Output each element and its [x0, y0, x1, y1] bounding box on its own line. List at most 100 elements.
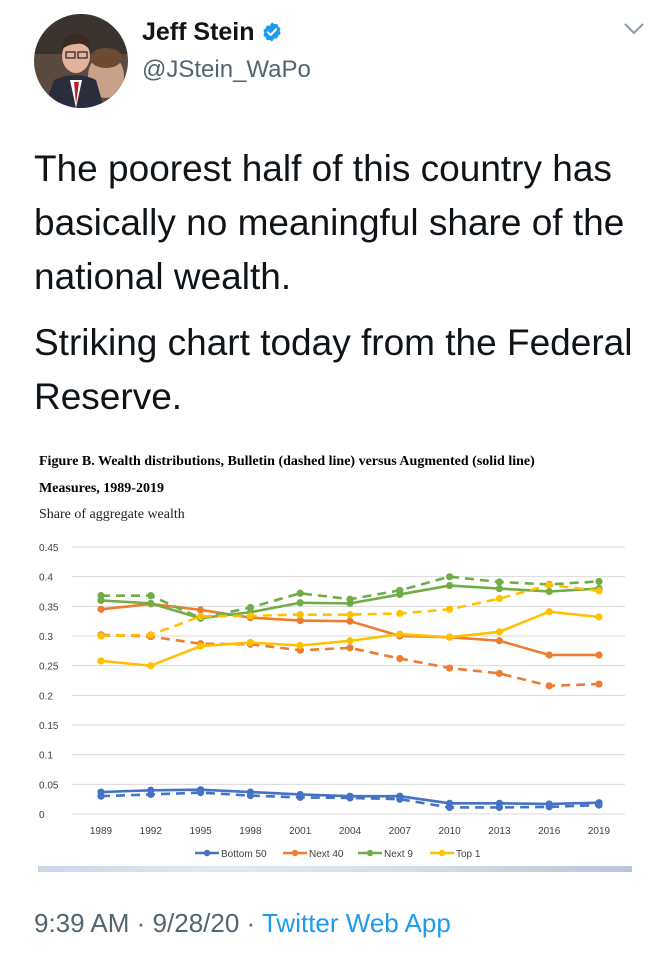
legend-swatch-marker-bottom-50 [203, 849, 211, 857]
next-40-augmented-point [346, 617, 354, 625]
next-40-bulletin-point [495, 669, 503, 677]
bottom-50-augmented-point [147, 786, 155, 794]
y-tick-label: 0.2 [39, 691, 53, 702]
legend-swatch-marker-next-9 [366, 849, 374, 857]
next-9-bulletin-point [296, 589, 304, 597]
x-tick-label: 2016 [538, 826, 561, 837]
legend-swatch-marker-next-40 [291, 849, 299, 857]
profile-photo [34, 14, 128, 108]
x-tick-label: 2004 [339, 826, 362, 837]
next-40-augmented-point [595, 651, 603, 659]
y-tick-label: 0.1 [39, 751, 53, 762]
top-1-bulletin-point [147, 631, 155, 639]
top-1-augmented-point [147, 662, 155, 670]
legend-swatch-marker-top-1 [438, 849, 446, 857]
x-tick-label: 2013 [488, 826, 511, 837]
tweet-source[interactable]: Twitter Web App [261, 908, 451, 938]
next-9-bulletin-point [595, 577, 603, 586]
next-40-bulletin-point [545, 682, 553, 690]
next-9-augmented-point [545, 587, 553, 596]
x-tick-label: 1992 [140, 826, 163, 837]
display-name[interactable]: Jeff Stein [142, 18, 283, 50]
x-tick-label: 2007 [389, 826, 412, 837]
next-40-augmented-point [97, 605, 105, 613]
y-tick-label: 0.45 [39, 543, 59, 554]
next-40-augmented-point [296, 616, 304, 625]
top-1-bulletin-line [100, 583, 600, 638]
image-bottom-edge [38, 866, 632, 872]
legend-label-next-9: Next 9 [384, 849, 413, 860]
next-40-augmented-point [495, 637, 503, 645]
wealth-distribution-chart[interactable]: 0 0.05 0.1 0.15 0.2 0.25 0.3 0.35 0.4 0.45 1989 199… [0, 530, 667, 870]
x-tick-label: 1995 [189, 826, 212, 837]
bottom-50-augmented-point [296, 790, 304, 799]
x-tick-label: 2001 [289, 826, 312, 837]
top-1-augmented-point [495, 628, 503, 636]
next-9-augmented-point [446, 581, 454, 590]
next-40-bulletin-line [100, 633, 600, 688]
y-tick-label: 0.25 [39, 662, 59, 673]
top-1-bulletin-point [446, 605, 454, 613]
next-9-augmented-point [396, 590, 404, 599]
top-1-bulletin-point [246, 612, 254, 620]
bottom-50-augmented-point [495, 799, 503, 807]
x-tick-label: 1998 [239, 826, 262, 837]
next-9-bulletin-point [147, 592, 155, 600]
next-40-bulletin-point [446, 664, 454, 672]
top-1-augmented-point [545, 608, 553, 616]
next-40-bulletin-point [396, 654, 404, 663]
bottom-50-augmented-point [396, 792, 404, 800]
legend-label-next-40: Next 40 [309, 849, 344, 860]
bottom-50-bulletin-line [100, 791, 600, 809]
y-tick-label: 0.35 [39, 602, 59, 613]
bottom-50-augmented-point [545, 800, 553, 808]
y-tick-label: 0 [39, 810, 45, 821]
bottom-50-augmented-point [446, 799, 454, 807]
next-9-augmented-point [97, 596, 105, 604]
figure-subtitle: Share of aggregate wealth [39, 507, 185, 522]
top-1-augmented-point [296, 641, 304, 650]
top-1-augmented-point [446, 633, 454, 641]
top-1-augmented-point [97, 657, 105, 665]
legend-label-top-1: Top 1 [456, 849, 481, 860]
next-40-augmented-point [545, 651, 553, 659]
next-9-bulletin-point [446, 573, 454, 581]
y-tick-label: 0.3 [39, 632, 53, 643]
figure-title-line-2: Measures, 1989-2019 [39, 481, 164, 496]
x-tick-label: 2019 [588, 826, 611, 837]
tweet-text-paragraph-1: The poorest half of this country has bas… [34, 148, 625, 297]
top-1-augmented-point [197, 642, 205, 650]
verified-badge-icon [261, 21, 283, 50]
figure-title-line-1: Figure B. Wealth distributions, Bulletin… [39, 454, 535, 469]
top-1-bulletin-point [97, 632, 105, 640]
top-1-bulletin-point [545, 581, 553, 589]
tweet-metadata: 9:39 AM · 9/28/20 · Twitter Web App [34, 908, 451, 939]
next-40-bulletin-point [595, 680, 603, 688]
x-tick-label: 2010 [438, 826, 461, 837]
x-tick-label: 1989 [90, 826, 113, 837]
bottom-50-augmented-point [197, 786, 205, 794]
next-9-augmented-point [296, 599, 304, 607]
user-handle[interactable]: @JStein_WaPo [142, 56, 311, 83]
bottom-50-augmented-point [246, 788, 254, 796]
legend-label-bottom-50: Bottom 50 [221, 849, 267, 860]
tweet-time[interactable]: 9:39 AM [34, 908, 130, 938]
bottom-50-augmented-point [97, 788, 105, 796]
tweet-date[interactable]: 9/28/20 [152, 908, 240, 938]
top-1-bulletin-point [396, 609, 404, 618]
chevron-down-icon[interactable] [623, 22, 645, 41]
display-name-text: Jeff Stein [142, 18, 255, 46]
top-1-augmented-point [595, 613, 603, 621]
next-9-bulletin-point [495, 578, 503, 586]
bottom-50-augmented-point [346, 792, 354, 800]
next-9-augmented-point [147, 599, 155, 607]
y-tick-label: 0.4 [39, 573, 53, 584]
top-1-bulletin-point [296, 611, 304, 619]
avatar[interactable] [34, 14, 128, 108]
top-1-bulletin-point [495, 595, 503, 603]
top-1-augmented-point [396, 630, 404, 638]
top-1-bulletin-point [197, 612, 205, 621]
next-40-bulletin-point [346, 644, 354, 652]
top-1-bulletin-point [595, 587, 603, 595]
separator: · [246, 908, 256, 938]
